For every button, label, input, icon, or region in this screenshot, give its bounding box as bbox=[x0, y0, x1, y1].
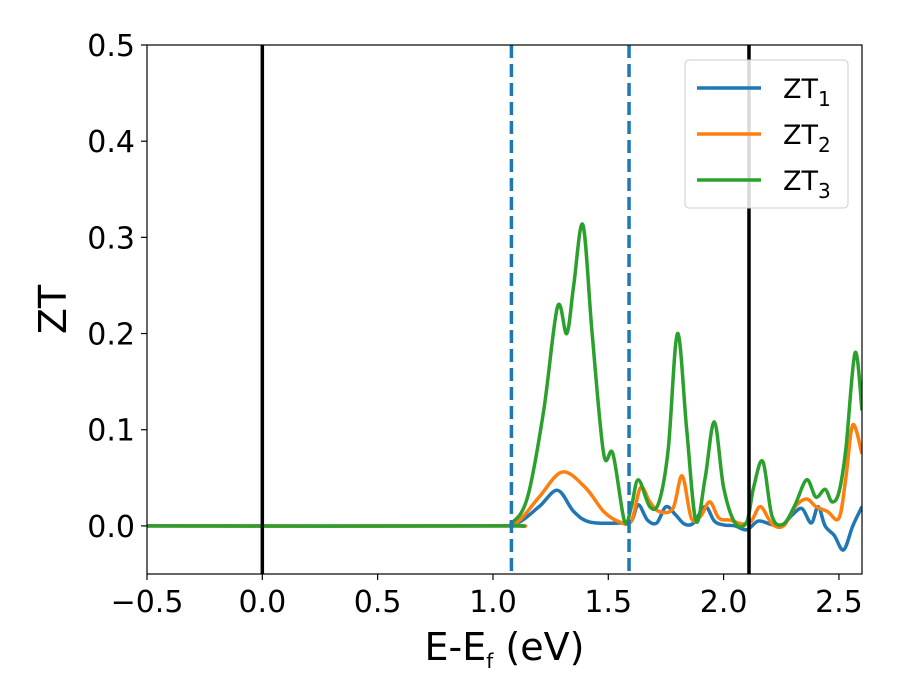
x-tick-label: 1.5 bbox=[584, 585, 632, 620]
series-line-zt1 bbox=[147, 488, 862, 552]
y-tick-label: 0.1 bbox=[87, 414, 135, 449]
x-tick-label: 2.5 bbox=[815, 585, 863, 620]
x-axis-title: E-Ef (eV) bbox=[425, 625, 585, 673]
axis-ticks: −0.5 0.0 0.5 1.0 1.5 2.0 2.5 0.0 0.1 0.2 0.3 0.4 0.5 bbox=[87, 29, 863, 620]
legend: ZT1 ZT2 ZT3 bbox=[684, 59, 849, 209]
legend-item-zt2: ZT2 bbox=[697, 120, 831, 157]
series-line-zt3 bbox=[147, 222, 862, 529]
y-tick-label: 0.0 bbox=[87, 510, 135, 545]
x-tick-label: −0.5 bbox=[111, 585, 184, 620]
x-tick-label: 1.0 bbox=[469, 585, 517, 620]
y-tick-label: 0.2 bbox=[87, 318, 135, 353]
legend-label: ZT2 bbox=[783, 120, 831, 157]
x-tick-label: 0.0 bbox=[238, 585, 286, 620]
y-tick-label: 0.5 bbox=[87, 29, 135, 64]
y-axis-title: ZT bbox=[31, 284, 75, 334]
series-layer bbox=[147, 222, 862, 552]
legend-label: ZT3 bbox=[783, 166, 831, 203]
legend-label: ZT1 bbox=[783, 74, 831, 111]
y-tick-label: 0.4 bbox=[87, 125, 135, 160]
legend-box bbox=[684, 59, 849, 209]
plot-frame bbox=[146, 44, 863, 575]
legend-item-zt1: ZT1 bbox=[697, 74, 831, 111]
y-tick-label: 0.3 bbox=[87, 221, 135, 256]
x-tick-label: 2.0 bbox=[700, 585, 748, 620]
x-tick-label: 0.5 bbox=[354, 585, 402, 620]
legend-item-zt3: ZT3 bbox=[697, 166, 831, 203]
